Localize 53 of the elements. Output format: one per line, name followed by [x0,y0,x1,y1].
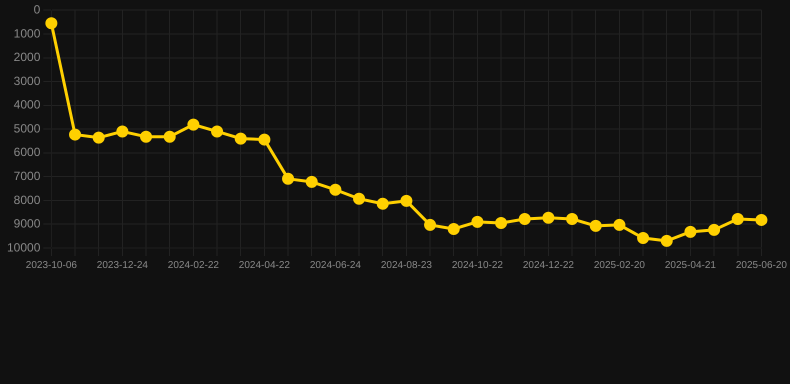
x-tick-label: 2024-06-24 [310,260,362,271]
x-tick-label: 2023-12-24 [96,260,148,271]
x-tick-label: 2025-04-21 [664,260,716,271]
y-tick-label: 4000 [14,98,41,112]
point [376,198,389,210]
point [471,216,484,228]
point [566,212,578,225]
point [400,194,412,207]
point [424,218,436,231]
x-tick-label: 2025-02-20 [594,260,646,271]
y-tick-label: 8000 [14,192,41,207]
point [708,224,720,236]
point [518,212,531,225]
point [542,212,554,224]
point [448,222,460,235]
x-tick-label: 2023-10-06 [26,260,78,271]
point [92,132,105,144]
y-tick-label: 9000 [14,216,41,231]
point [637,232,650,244]
x-tick-label: 2024-02-22 [168,260,220,271]
point [353,192,366,205]
y-tick-label: 2000 [14,50,41,64]
x-tick-label: 2024-12-22 [522,260,574,271]
x-tick-label: 2024-04-22 [238,260,290,271]
point [684,226,696,238]
point [45,17,58,30]
point [187,118,200,131]
point [306,176,318,188]
point [116,125,128,138]
x-tick-label: 2025-06-20 [736,260,788,271]
point [258,134,270,146]
y-tick-label: 10000 [6,240,41,254]
point [495,217,508,230]
point [329,184,342,196]
point [164,130,176,143]
y-tick-label: 5000 [14,121,41,136]
point [211,125,224,138]
point [140,130,152,143]
point [234,132,247,145]
point [590,220,602,232]
y-tick-label: 7000 [14,168,41,183]
point [732,212,744,225]
point [282,172,294,185]
point [613,218,626,231]
point [755,214,768,226]
x-tick-label: 2024-10-22 [452,260,504,271]
y-tick-label: 3000 [14,74,41,88]
y-tick-label: 6000 [14,145,41,160]
point [660,234,673,247]
y-tick-label: 1000 [14,26,41,40]
point [69,128,82,141]
x-tick-label: 2024-08-23 [380,260,432,271]
y-tick-label: 0 [34,2,41,17]
